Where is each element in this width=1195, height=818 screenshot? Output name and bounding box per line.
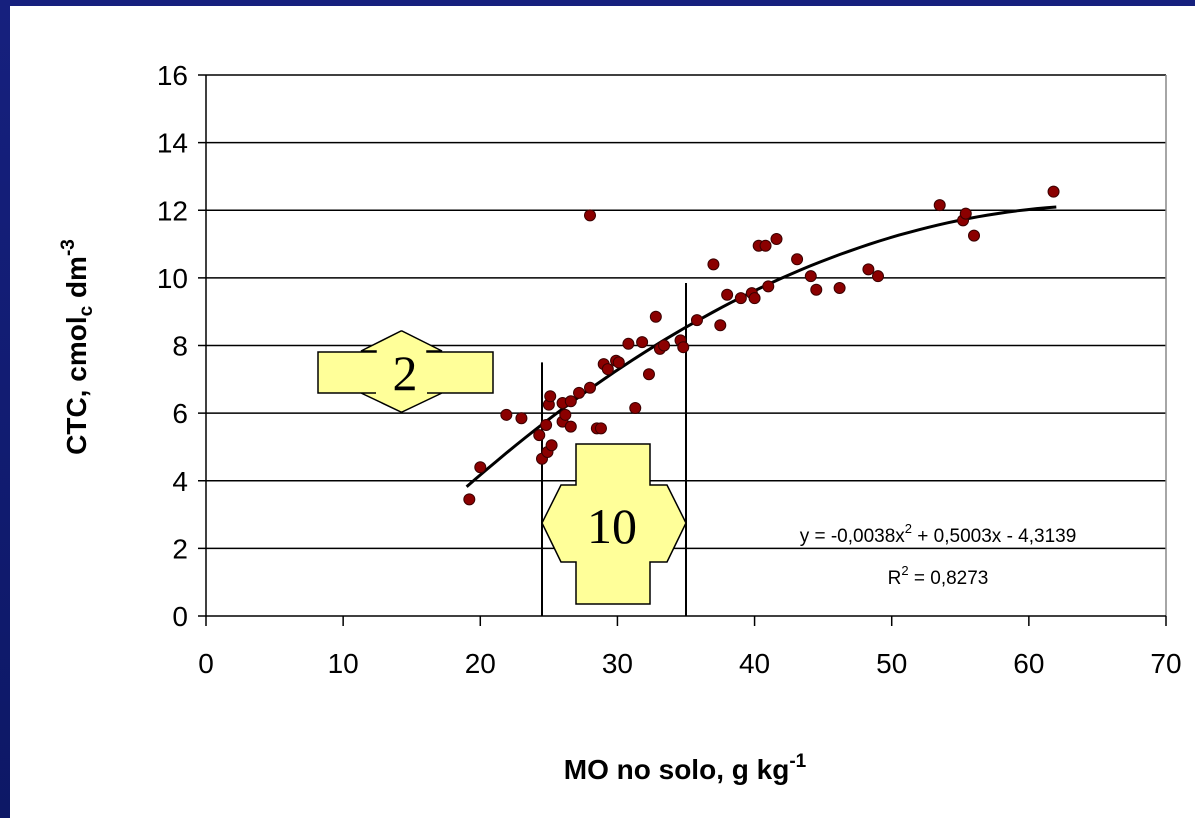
data-point-30 [649, 310, 662, 323]
y-tick-label-4: 4 [172, 466, 188, 497]
y-tick-label-0: 0 [172, 601, 188, 632]
data-point-14 [559, 408, 572, 421]
tick-layer: 0 2 4 6 8 10 12 14 16 0 10 20 30 40 50 60 70 [157, 60, 1182, 679]
data-point-18 [584, 381, 596, 394]
trendline-equation: y = -0,0038x2 + 0,5003x - 4,3139 [800, 521, 1077, 547]
data-point-4 [515, 412, 528, 425]
data-point-45 [770, 232, 783, 245]
data-point-44 [762, 280, 775, 293]
x-tick-label-10: 10 [328, 648, 359, 679]
data-point-50 [862, 263, 875, 276]
data-point-16 [564, 395, 577, 408]
x-tick-label-20: 20 [465, 648, 496, 679]
x-tick-label-30: 30 [602, 648, 633, 679]
y-tick-label-12: 12 [157, 195, 188, 226]
data-point-1 [463, 493, 476, 506]
data-point-26 [622, 337, 635, 350]
data-point-27 [629, 402, 642, 415]
data-point-41 [748, 292, 761, 305]
data-point-52 [933, 199, 946, 212]
data-point-37 [714, 319, 727, 332]
r-squared-value: R2 = 0,8273 [888, 563, 989, 589]
data-point-11 [545, 439, 558, 452]
y-axis-title: CTC, cmolc dm-3 [58, 239, 97, 455]
data-point-36 [707, 258, 720, 271]
data-point-15 [564, 420, 577, 433]
data-point-34 [677, 341, 690, 354]
horizontal-arrow-label: 10 [587, 498, 637, 554]
data-points [463, 185, 1060, 506]
data-point-55 [968, 229, 980, 242]
data-point-39 [734, 292, 747, 305]
y-tick-label-6: 6 [172, 398, 188, 429]
y-tick-label-8: 8 [172, 331, 188, 362]
data-point-56 [1047, 185, 1060, 198]
x-axis-title: MO no solo, g kg-1 [564, 751, 807, 785]
x-tick-label-50: 50 [876, 648, 907, 679]
x-tick-label-40: 40 [739, 648, 770, 679]
vertical-arrow-label: 2 [393, 345, 418, 401]
data-point-35 [690, 314, 703, 327]
x-tick-label-70: 70 [1150, 648, 1181, 679]
data-point-19 [584, 209, 596, 222]
data-point-23 [601, 363, 614, 376]
data-point-25 [612, 356, 625, 369]
data-point-5 [533, 429, 546, 442]
horizontal-double-arrow-shape [541, 443, 687, 605]
data-point-10 [544, 390, 557, 403]
y-tick-label-10: 10 [157, 263, 188, 294]
equation-block: y = -0,0038x2 + 0,5003x - 4,3139 R2 = 0,… [800, 521, 1077, 589]
data-point-43 [759, 239, 772, 252]
data-point-28 [636, 336, 649, 349]
y-tick-label-16: 16 [157, 60, 188, 91]
data-point-46 [791, 253, 804, 266]
arrow-annotations: 2 10 [317, 330, 687, 605]
chart-panel [10, 6, 1195, 818]
data-point-21 [594, 422, 607, 435]
data-point-2 [474, 461, 487, 474]
vertical-double-arrow-shape [317, 330, 494, 413]
y-tick-label-2: 2 [172, 533, 188, 564]
data-point-38 [721, 288, 734, 301]
data-point-29 [642, 368, 655, 381]
data-point-54 [959, 207, 972, 220]
data-point-47 [804, 270, 817, 283]
data-point-7 [540, 418, 553, 431]
data-point-51 [872, 270, 884, 283]
x-tick-label-60: 60 [1013, 648, 1044, 679]
data-point-49 [833, 282, 846, 295]
data-point-48 [810, 283, 823, 296]
data-point-3 [500, 408, 513, 421]
data-point-32 [658, 339, 671, 352]
x-tick-label-0: 0 [198, 648, 214, 679]
y-tick-label-14: 14 [157, 128, 188, 159]
data-point-17 [573, 386, 586, 399]
